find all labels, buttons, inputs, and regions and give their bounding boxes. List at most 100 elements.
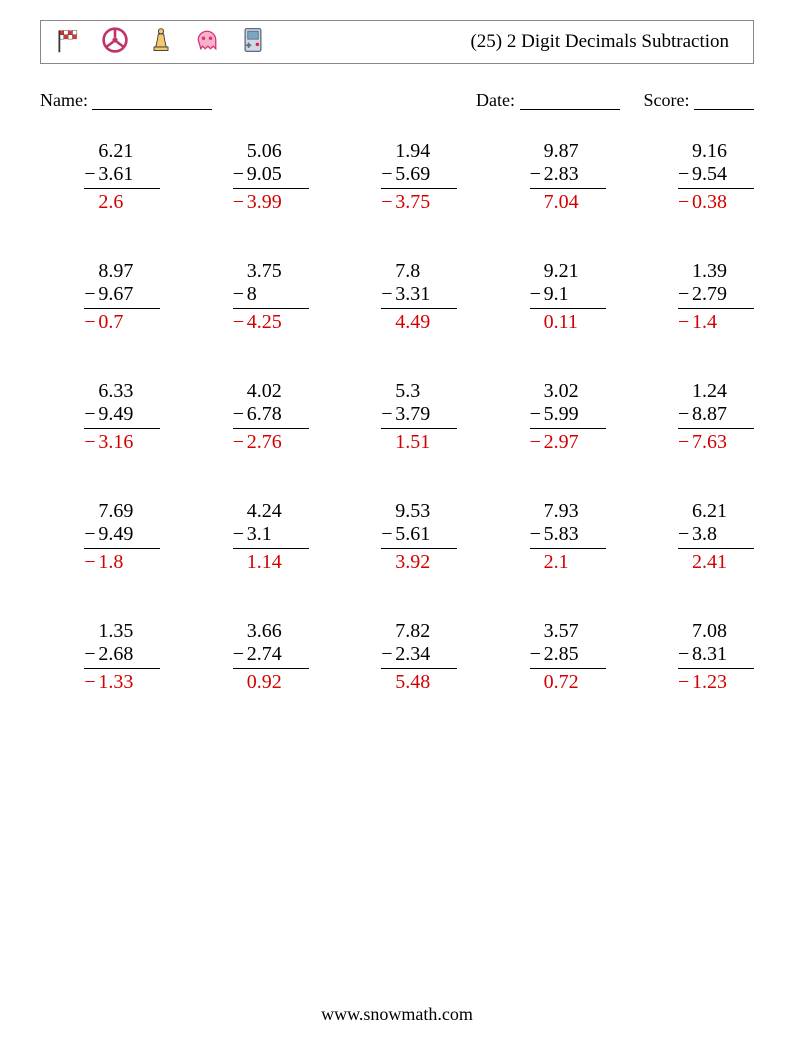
minus-sign: − — [84, 283, 98, 306]
answer: −4.25 — [233, 308, 309, 334]
problem-11: 6.33−9.49−3.16 — [40, 380, 160, 454]
minuend: 5.3 — [381, 380, 457, 403]
subtrahend-row: −8 — [233, 283, 309, 306]
subtrahend-row: −5.99 — [530, 403, 606, 426]
problem-17: 4.24−3.11.14 — [188, 500, 308, 574]
minuend: 3.02 — [530, 380, 606, 403]
subtrahend: 8.31 — [692, 643, 754, 666]
minus-sign: − — [530, 643, 544, 666]
problem-4: 9.87−2.837.04 — [485, 140, 605, 214]
problem-8: 7.8−3.314.49 — [337, 260, 457, 334]
minuend: 8.97 — [84, 260, 160, 283]
subtrahend: 2.85 — [544, 643, 606, 666]
subtrahend-row: −9.54 — [678, 163, 754, 186]
minuend: 3.57 — [530, 620, 606, 643]
answer: −1.23 — [678, 668, 754, 694]
problem-15: 1.24−8.87−7.63 — [634, 380, 754, 454]
subtrahend: 9.49 — [98, 403, 160, 426]
problem-18: 9.53−5.613.92 — [337, 500, 457, 574]
subtrahend-row: −2.85 — [530, 643, 606, 666]
answer: −1.33 — [84, 668, 160, 694]
flag-icon — [55, 26, 83, 59]
subtrahend: 9.05 — [247, 163, 309, 186]
minus-sign: − — [381, 283, 395, 306]
answer: 1.51 — [381, 428, 457, 454]
subtrahend-row: −2.83 — [530, 163, 606, 186]
problem-12: 4.02−6.78−2.76 — [188, 380, 308, 454]
subtrahend: 2.68 — [98, 643, 160, 666]
answer: −1.8 — [84, 548, 160, 574]
answer: −3.16 — [84, 428, 160, 454]
problem-20: 6.21−3.82.41 — [634, 500, 754, 574]
answer: −3.99 — [233, 188, 309, 214]
answer: 2.41 — [678, 548, 754, 574]
subtrahend-row: −5.61 — [381, 523, 457, 546]
subtrahend-row: −9.49 — [84, 523, 160, 546]
answer: 0.72 — [530, 668, 606, 694]
subtrahend: 9.1 — [544, 283, 606, 306]
subtrahend: 3.1 — [247, 523, 309, 546]
minuend: 1.39 — [678, 260, 754, 283]
minuend: 1.35 — [84, 620, 160, 643]
score-field: Score: — [644, 90, 754, 111]
subtrahend: 9.49 — [98, 523, 160, 546]
subtrahend: 3.61 — [98, 163, 160, 186]
score-underline[interactable] — [694, 109, 754, 110]
minus-sign: − — [678, 523, 692, 546]
minuend: 7.82 — [381, 620, 457, 643]
minus-sign: − — [381, 523, 395, 546]
subtrahend-row: −2.68 — [84, 643, 160, 666]
minus-sign: − — [530, 403, 544, 426]
subtrahend: 2.83 — [544, 163, 606, 186]
name-underline[interactable] — [92, 109, 212, 110]
subtrahend: 8 — [247, 283, 309, 306]
problem-14: 3.02−5.99−2.97 — [485, 380, 605, 454]
date-underline[interactable] — [520, 109, 620, 110]
answer: 2.1 — [530, 548, 606, 574]
minuend: 9.16 — [678, 140, 754, 163]
minuend: 1.94 — [381, 140, 457, 163]
minus-sign: − — [233, 523, 247, 546]
answer: −0.38 — [678, 188, 754, 214]
date-field: Date: — [476, 90, 619, 111]
minuend: 7.93 — [530, 500, 606, 523]
subtrahend: 5.69 — [395, 163, 457, 186]
answer: 2.6 — [84, 188, 160, 214]
subtrahend: 5.99 — [544, 403, 606, 426]
answer: −3.75 — [381, 188, 457, 214]
minus-sign: − — [84, 163, 98, 186]
subtrahend-row: −3.1 — [233, 523, 309, 546]
answer: 4.49 — [381, 308, 457, 334]
problem-21: 1.35−2.68−1.33 — [40, 620, 160, 694]
subtrahend-row: −9.05 — [233, 163, 309, 186]
info-line: Name: Date: Score: — [40, 90, 754, 111]
problem-1: 6.21−3.612.6 — [40, 140, 160, 214]
answer: −2.97 — [530, 428, 606, 454]
subtrahend-row: −2.74 — [233, 643, 309, 666]
subtrahend: 2.34 — [395, 643, 457, 666]
minus-sign: − — [678, 283, 692, 306]
minuend: 4.02 — [233, 380, 309, 403]
minuend: 7.8 — [381, 260, 457, 283]
subtrahend: 3.31 — [395, 283, 457, 306]
problem-22: 3.66−2.740.92 — [188, 620, 308, 694]
minus-sign: − — [84, 403, 98, 426]
steering-wheel-icon — [101, 26, 129, 59]
problem-23: 7.82−2.345.48 — [337, 620, 457, 694]
subtrahend-row: −3.61 — [84, 163, 160, 186]
answer: −1.4 — [678, 308, 754, 334]
problem-2: 5.06−9.05−3.99 — [188, 140, 308, 214]
subtrahend-row: −9.67 — [84, 283, 160, 306]
answer: −7.63 — [678, 428, 754, 454]
chess-piece-icon — [147, 26, 175, 59]
answer: 0.92 — [233, 668, 309, 694]
subtrahend-row: −9.1 — [530, 283, 606, 306]
subtrahend-row: −8.87 — [678, 403, 754, 426]
subtrahend: 2.74 — [247, 643, 309, 666]
minuend: 1.24 — [678, 380, 754, 403]
problem-16: 7.69−9.49−1.8 — [40, 500, 160, 574]
subtrahend-row: −2.34 — [381, 643, 457, 666]
minus-sign: − — [233, 403, 247, 426]
subtrahend-row: −3.31 — [381, 283, 457, 306]
problem-13: 5.3−3.791.51 — [337, 380, 457, 454]
